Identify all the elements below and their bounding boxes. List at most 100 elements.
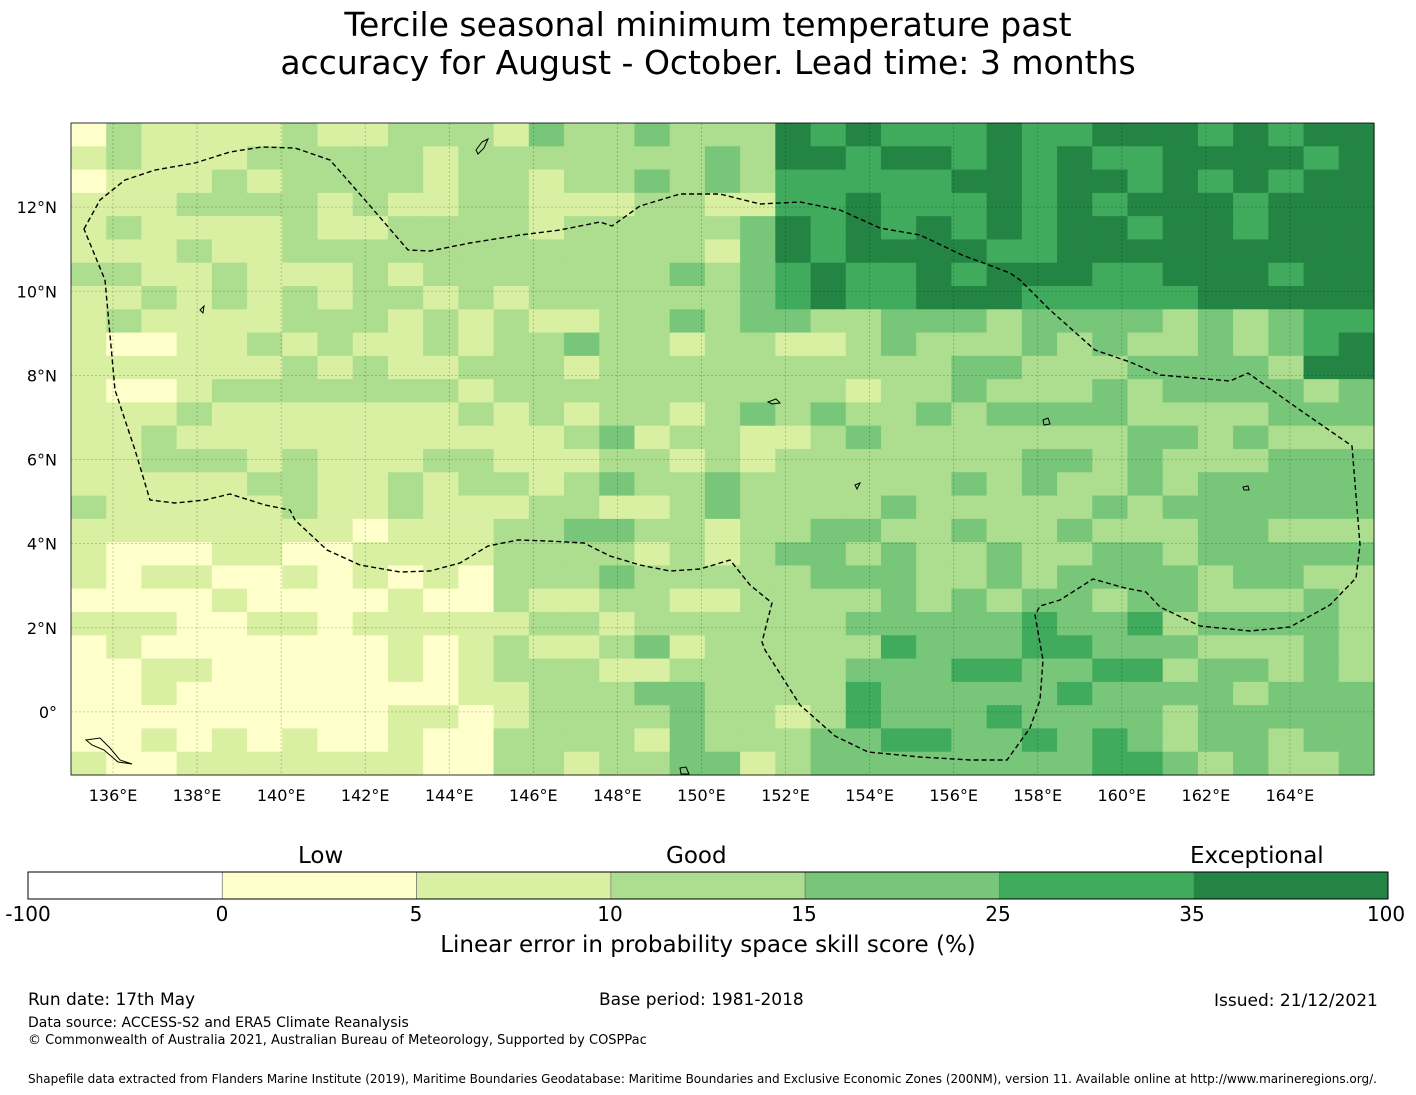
grid-cell [1057, 169, 1093, 194]
grid-cell [1057, 449, 1093, 473]
grid-cell [669, 518, 706, 543]
grid-cell [106, 402, 143, 427]
grid-cell [528, 332, 565, 357]
grid-cell [1197, 355, 1234, 380]
grid-cell [211, 192, 248, 217]
grid-cell [458, 658, 495, 683]
grid-cell [317, 216, 354, 241]
grid-cell [423, 612, 459, 636]
grid-cell [1233, 635, 1269, 660]
grid-cell [1021, 216, 1058, 241]
grid-cell [247, 123, 283, 147]
grid-cell [317, 658, 354, 683]
grid-cell [1303, 425, 1340, 450]
grid-cell [916, 192, 953, 217]
grid-cell [1303, 355, 1340, 380]
grid-cell [1268, 635, 1305, 660]
grid-cell [775, 751, 812, 776]
map-frame [70, 122, 1375, 776]
grid-cell [775, 216, 812, 241]
grid-cell [740, 518, 776, 543]
grid-cell [141, 239, 178, 264]
grid-cell [775, 728, 812, 753]
grid-cell [141, 728, 178, 753]
grid-cell [1092, 332, 1129, 357]
grid-cell [176, 495, 213, 520]
grid-cell [1162, 379, 1199, 404]
grid-cell [1268, 262, 1305, 287]
grid-cell [1057, 658, 1093, 683]
grid-cell [71, 449, 107, 473]
grid-cell [247, 495, 283, 520]
grid-cell [986, 402, 1023, 427]
grid-cell [916, 146, 953, 171]
grid-cell [458, 402, 495, 427]
grid-cell [282, 192, 319, 217]
grid-cell [704, 588, 741, 613]
grid-cell [1233, 565, 1269, 590]
grid-cell [1092, 542, 1129, 567]
grid-cell [634, 216, 671, 241]
grid-cell [1127, 216, 1164, 241]
grid-cell [1092, 146, 1129, 171]
grid-cell [1268, 518, 1305, 543]
grid-cell [634, 379, 671, 404]
grid-cell [317, 262, 354, 287]
grid-cell [352, 192, 389, 217]
grid-cell [423, 728, 459, 753]
grid-cell [880, 728, 917, 753]
grid-cell [1303, 216, 1340, 241]
grid-cell [1233, 192, 1269, 217]
grid-cell [387, 588, 424, 613]
grid-cell [106, 123, 143, 147]
grid-cell [704, 123, 741, 147]
grid-cell [1092, 472, 1129, 497]
grid-cell [916, 309, 953, 334]
grid-cell [599, 612, 636, 636]
grid-cell [1338, 658, 1375, 683]
grid-cell [211, 705, 248, 730]
grid-cell [775, 635, 812, 660]
colorbar-segment [1193, 871, 1389, 900]
grid-cell [1303, 239, 1340, 264]
grid-cell [1162, 588, 1199, 613]
grid-cell [352, 402, 389, 427]
grid-cell [493, 518, 530, 543]
grid-cell [845, 495, 882, 520]
grid-cell [845, 192, 882, 217]
grid-cell [71, 751, 107, 776]
grid-cell [1197, 379, 1234, 404]
grid-cell [1268, 425, 1305, 450]
grid-cell [317, 612, 354, 636]
grid-cell [317, 123, 354, 147]
latitude-label: 2°N [27, 619, 57, 638]
grid-cell [493, 449, 530, 473]
grid-cell [282, 658, 319, 683]
grid-cell [1021, 123, 1058, 147]
grid-cell [317, 332, 354, 357]
grid-cell [71, 286, 107, 310]
grid-cell [775, 658, 812, 683]
grid-cell [880, 565, 917, 590]
grid-cell [1197, 262, 1234, 287]
grid-cell [916, 355, 953, 380]
grid-cell [564, 565, 600, 590]
grid-cell [106, 681, 143, 706]
grid-cell [211, 309, 248, 334]
grid-cell [669, 565, 706, 590]
grid-cell [1303, 262, 1340, 287]
grid-cell [282, 681, 319, 706]
grid-cell [845, 169, 882, 194]
grid-cell [951, 612, 988, 636]
grid-cell [423, 495, 459, 520]
grid-cell [211, 658, 248, 683]
grid-cell [141, 518, 178, 543]
grid-cell [599, 309, 636, 334]
grid-cell [775, 518, 812, 543]
grid-cell [634, 239, 671, 264]
grid-cell [1021, 658, 1058, 683]
grid-cell [1233, 542, 1269, 567]
grid-cell [634, 658, 671, 683]
grid-cell [669, 239, 706, 264]
grid-cell [141, 542, 178, 567]
